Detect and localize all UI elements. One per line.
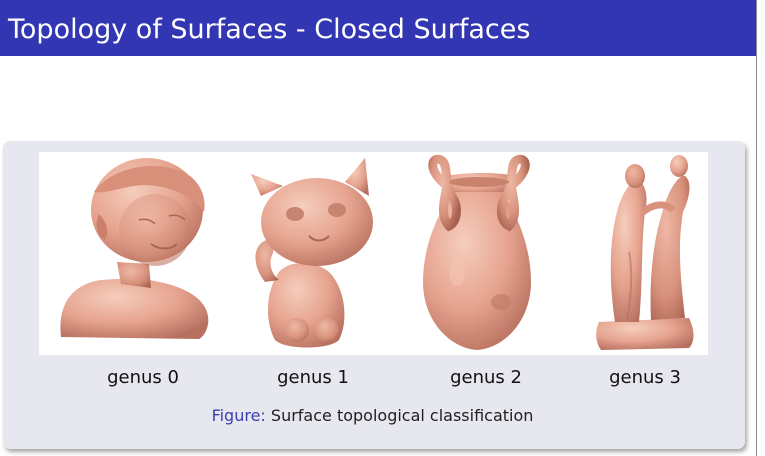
- figure-image: [39, 152, 708, 355]
- genus-label-0: genus 0: [107, 367, 179, 388]
- genus-1-model: [251, 158, 373, 348]
- figure-caption-prefix: Figure:: [211, 406, 266, 425]
- slide-title-bar: Topology of Surfaces - Closed Surfaces: [0, 0, 765, 56]
- genus-2-model: [423, 154, 531, 350]
- genus-0-model: [60, 158, 209, 339]
- figure-caption-text: Surface topological classification: [270, 406, 534, 425]
- genus-3-model: [596, 155, 694, 350]
- slide-title: Topology of Surfaces - Closed Surfaces: [8, 14, 531, 45]
- figure-caption: Figure: Surface topological classificati…: [0, 405, 745, 427]
- slide-right-edge: [756, 0, 765, 456]
- genus-label-3: genus 3: [609, 367, 681, 388]
- genus-label-1: genus 1: [277, 367, 349, 388]
- genus-label-2: genus 2: [450, 367, 522, 388]
